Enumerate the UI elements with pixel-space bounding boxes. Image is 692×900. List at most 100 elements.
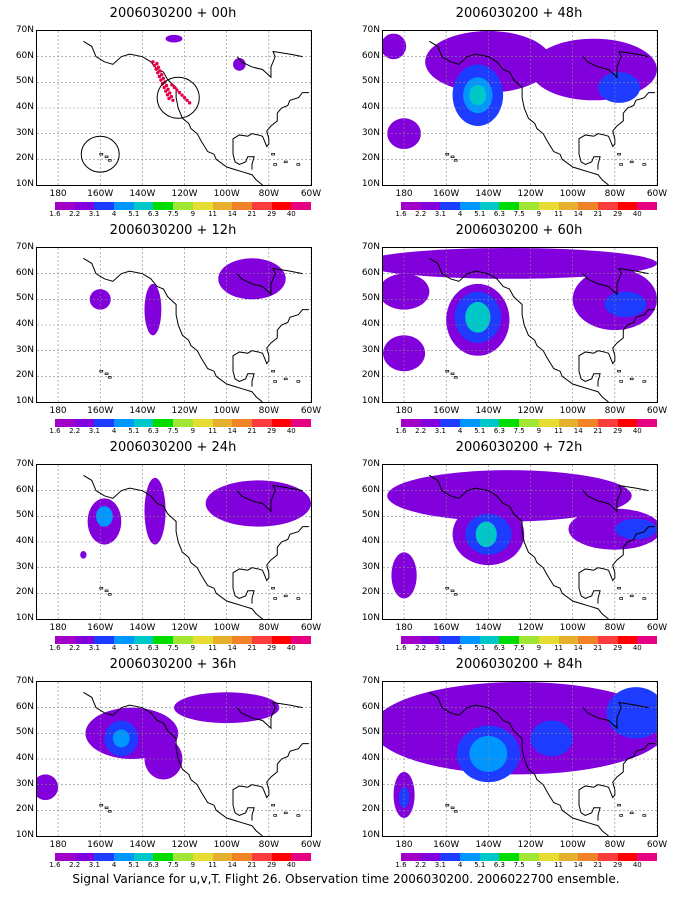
observation-point [169, 94, 174, 99]
lon-tick-label: 120W [171, 189, 198, 199]
lat-tick-label: 30N [15, 344, 34, 355]
lon-tick-label: 80W [604, 623, 626, 633]
colorbar-level-label: 4 [457, 861, 463, 869]
island-outline [617, 153, 621, 156]
lon-tick-label: 160W [87, 623, 114, 633]
observation-point [156, 65, 161, 69]
colorbar-swatch [558, 419, 579, 427]
forecast-map [36, 464, 312, 620]
colorbar-swatch [251, 853, 272, 861]
lat-tick-label: 10N [361, 830, 380, 840]
lon-tick-label: 140W [129, 840, 156, 850]
island-outline [450, 372, 455, 375]
colorbar-level-label: 7.5 [167, 210, 179, 218]
lat-tick-label: 10N [361, 396, 380, 406]
variance-contour [383, 273, 430, 310]
observation-point [165, 93, 170, 97]
colorbar-level-label: 11 [208, 427, 217, 435]
island-outline [107, 376, 112, 379]
variance-contour [568, 508, 657, 550]
lat-tick-label: 30N [15, 561, 34, 572]
colorbar-swatch [637, 853, 657, 861]
colorbar-level-label: 4 [111, 427, 117, 435]
colorbar-swatch [440, 202, 461, 210]
colorbar-swatch [637, 419, 657, 427]
colorbar-level-label: 5.1 [128, 861, 140, 869]
colorbar-swatch [55, 202, 75, 210]
colorbar-level-label: 40 [632, 861, 642, 869]
coastline [578, 143, 601, 170]
colorbar-swatch [637, 202, 657, 210]
colorbar-level-label: 11 [554, 427, 563, 435]
colorbar-swatch [212, 853, 233, 861]
colorbar-swatch [271, 419, 292, 427]
colorbar-level-label: 2.2 [69, 861, 81, 869]
lat-tick-label: 10N [15, 613, 34, 623]
colorbar-swatch [597, 419, 618, 427]
lon-tick-label: 100W [559, 623, 586, 633]
island-outline [619, 163, 624, 166]
island-outline [445, 804, 450, 807]
colorbar-level-label: 29 [267, 210, 277, 218]
colorbar-swatch [133, 202, 154, 210]
map-canvas [383, 248, 657, 402]
coastline [582, 701, 649, 730]
lat-tick-label: 60N [361, 701, 380, 712]
lon-tick-label: 80W [258, 189, 280, 199]
colorbar-level-label: 1.6 [395, 427, 407, 435]
colorbar-swatch [251, 202, 272, 210]
lon-tick-label: 180 [49, 840, 67, 850]
lon-tick-label: 60W [646, 623, 668, 633]
colorbar-level-label: 21 [593, 427, 603, 435]
colorbar-level-label: 14 [227, 210, 237, 218]
observation-point [154, 67, 158, 71]
island-outline [642, 597, 647, 600]
colorbar-level-label: 6.3 [147, 644, 160, 652]
colorbar-swatch [251, 419, 272, 427]
colorbar-level-label: 3.1 [88, 210, 100, 218]
island-outline [629, 594, 634, 598]
lon-tick-label: 60W [300, 189, 322, 199]
variance-contour [89, 289, 111, 310]
colorbar-swatch [617, 202, 638, 210]
colorbar-swatch [401, 419, 421, 427]
colorbar-level-label: 21 [593, 644, 603, 652]
coastline [429, 474, 609, 619]
coastline [236, 484, 303, 513]
colorbar-swatch [637, 636, 657, 644]
map-canvas [37, 465, 311, 619]
observation-point [164, 89, 168, 93]
colorbar-swatch [74, 853, 95, 861]
colorbar-swatch [291, 853, 311, 861]
lat-tick-label: 20N [361, 804, 380, 815]
colorbar-level-label: 3.1 [88, 427, 100, 435]
lat-tick-label: 50N [361, 727, 380, 738]
coastline [232, 360, 255, 387]
colorbar-swatch [271, 853, 292, 861]
colorbar-swatch [401, 202, 421, 210]
lat-tick-label: 20N [15, 153, 34, 164]
forecast-map [36, 681, 312, 837]
colorbar-level-label: 2.2 [415, 427, 427, 435]
colorbar-swatch [440, 419, 461, 427]
lat-tick-label: 50N [361, 293, 380, 304]
coastline [578, 309, 655, 365]
lon-tick-label: 180 [49, 406, 67, 416]
lon-tick-label: 180 [395, 840, 413, 850]
colorbar-swatch [232, 419, 252, 427]
island-outline [453, 593, 458, 596]
island-outline [450, 589, 455, 592]
lat-tick-label: 70N [15, 459, 34, 469]
island-outline [617, 587, 621, 590]
lat-tick-label: 70N [361, 676, 380, 686]
observation-point [164, 83, 169, 88]
colorbar-swatch [558, 636, 579, 644]
island-outline [99, 370, 104, 373]
colorbar-level-label: 21 [247, 210, 257, 218]
lon-tick-label: 120W [517, 406, 544, 416]
lat-tick-label: 10N [15, 830, 34, 840]
island-outline [283, 811, 288, 815]
colorbar-swatch [617, 853, 638, 861]
lat-tick-label: 40N [15, 536, 34, 546]
lon-tick-label: 60W [300, 840, 322, 850]
